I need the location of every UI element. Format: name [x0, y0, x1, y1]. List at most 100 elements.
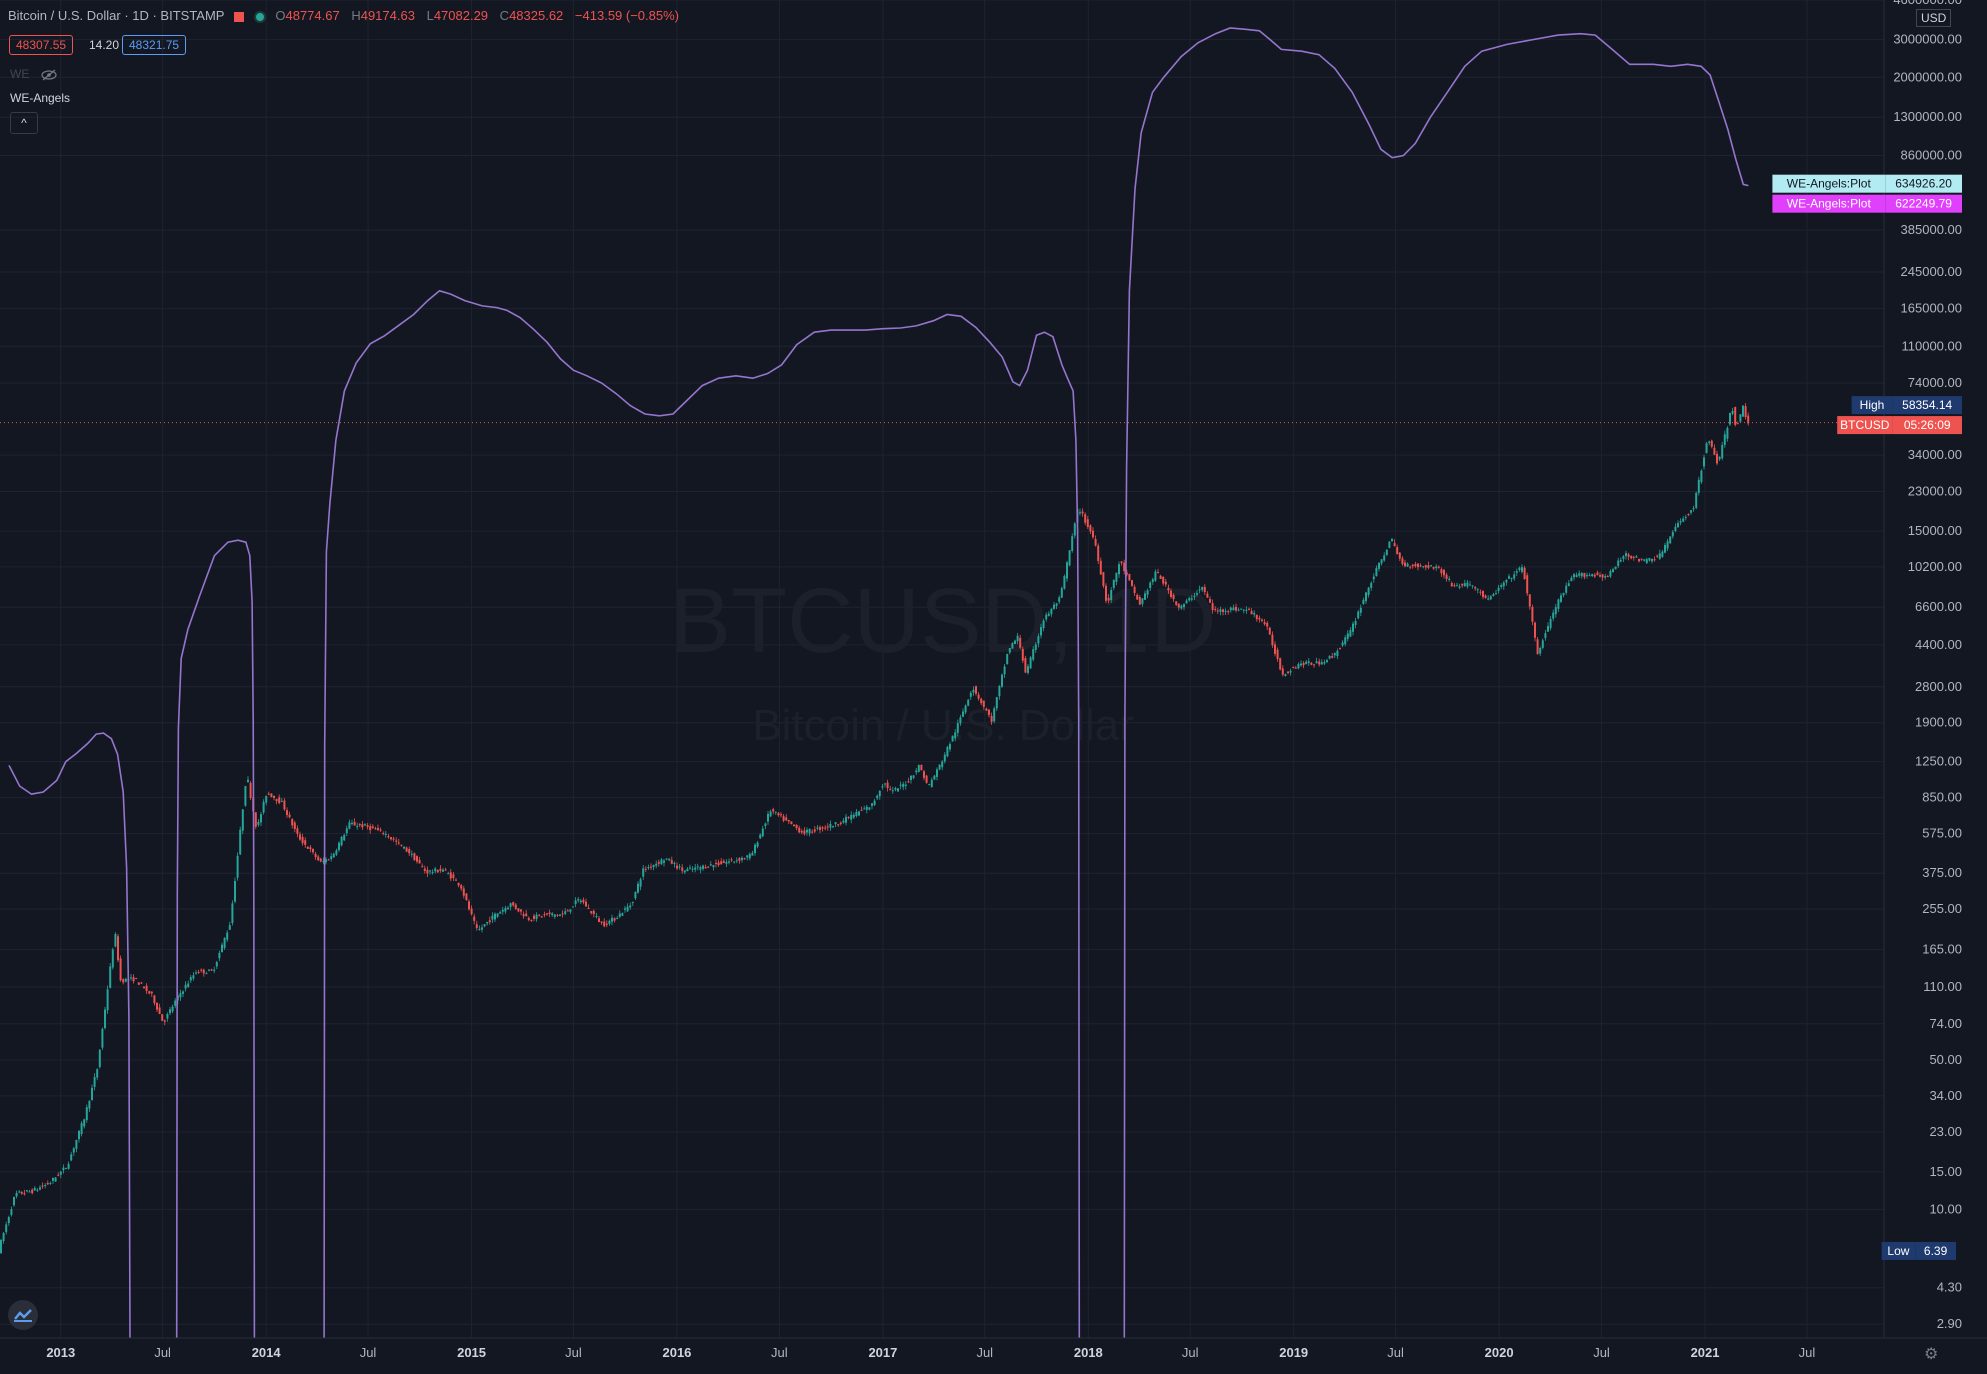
candle-body — [1708, 441, 1711, 444]
candle-body — [694, 867, 697, 870]
y-tick-label: 110000.00 — [1902, 338, 1963, 353]
change-readout: −413.59 (−0.85%) — [574, 8, 679, 23]
candle-body — [832, 826, 834, 828]
candle-body — [1422, 566, 1425, 568]
candle-body — [535, 914, 538, 920]
flag-icon[interactable] — [234, 11, 245, 22]
candle-body — [257, 821, 260, 825]
candle-body — [504, 907, 507, 912]
candle-body — [522, 914, 525, 917]
candle-body — [1045, 614, 1048, 620]
candle-body — [514, 904, 517, 909]
candle-body — [1250, 611, 1253, 615]
candle-body — [621, 913, 624, 916]
candle-body — [1396, 547, 1399, 555]
eye-off-icon[interactable] — [41, 69, 57, 81]
candle-body — [1705, 443, 1708, 453]
indicator-lines — [8, 27, 1749, 1339]
candle-body — [348, 822, 351, 829]
candle-body — [587, 907, 590, 909]
candle-body — [1198, 589, 1201, 591]
candle-body — [925, 775, 928, 783]
candle-body — [1079, 512, 1081, 514]
candle-body — [774, 811, 777, 813]
candle-body — [140, 982, 143, 984]
ask-price-button[interactable]: 48321.75 — [122, 35, 187, 55]
candle-body — [1331, 656, 1334, 658]
candle-body — [1588, 575, 1591, 577]
candle-body — [356, 825, 359, 827]
currency-label[interactable]: USD — [1916, 9, 1952, 27]
candle-body — [969, 692, 972, 697]
candle-body — [1266, 622, 1269, 627]
candle-body — [1107, 597, 1110, 601]
candle-body — [340, 836, 343, 846]
candle-body — [520, 909, 522, 912]
candle-body — [1183, 604, 1185, 608]
candle-body — [205, 973, 208, 975]
candle-body — [1632, 556, 1635, 558]
candle-body — [1526, 575, 1529, 594]
candle-body — [876, 795, 879, 799]
candle-body — [884, 783, 886, 785]
candle-body — [748, 853, 751, 859]
candle-body — [1614, 566, 1617, 570]
candle-body — [1419, 565, 1422, 567]
candle-body — [1554, 607, 1557, 615]
candle-body — [1066, 562, 1068, 579]
candle-body — [332, 853, 335, 858]
candle-body — [938, 764, 941, 770]
indicator-legend-row[interactable]: WE — [10, 67, 57, 81]
candle-body — [403, 846, 405, 849]
candle-body — [629, 905, 632, 908]
y-tick-label: 385000.00 — [1901, 222, 1962, 237]
candle-body — [1528, 594, 1531, 607]
candle-body — [1729, 412, 1731, 425]
candle-body — [1016, 635, 1019, 642]
candle-body — [351, 822, 353, 824]
candle-body — [481, 927, 483, 930]
candle-body — [793, 824, 795, 827]
y-tick-label: 2.90 — [1937, 1316, 1962, 1331]
candle-body — [538, 914, 541, 916]
price-label-we-angels-plot: WE-Angels:Plot 622249.79 — [1772, 194, 1962, 213]
candle-body — [1573, 574, 1575, 578]
candle-body — [559, 914, 561, 917]
symbol-title[interactable]: Bitcoin / U.S. Dollar · 1D · BITSTAMP — [8, 8, 225, 23]
candle-body — [299, 834, 301, 840]
candle-body — [819, 827, 821, 830]
candle-body — [1339, 647, 1341, 649]
candle-body — [917, 765, 920, 772]
bid-price-button[interactable]: 48307.55 — [9, 35, 74, 55]
candle-body — [1235, 606, 1237, 611]
gear-icon[interactable]: ⚙ — [1924, 1346, 1939, 1363]
indicator-name[interactable]: WE-Angels — [10, 91, 71, 105]
collapse-legend-button[interactable]: ^ — [10, 112, 38, 134]
candle-body — [954, 732, 957, 739]
candle-body — [221, 944, 223, 953]
candle-body — [244, 786, 247, 806]
candle-body — [663, 860, 665, 863]
candle-body — [270, 793, 273, 798]
candle-body — [1710, 440, 1713, 447]
tradingview-logo-icon[interactable] — [8, 1300, 38, 1330]
candle-body — [676, 865, 678, 869]
candle-body — [202, 969, 205, 974]
candle-body — [1037, 636, 1040, 644]
candle-body — [1110, 589, 1113, 601]
candle-body — [369, 826, 372, 831]
candle-body — [551, 913, 554, 916]
price-axis[interactable]: 4600000.00 3000000.00 2000000.00 1300000.00… — [1893, 0, 1962, 1331]
candle-body — [78, 1130, 80, 1140]
candle-body — [85, 1107, 88, 1121]
price-label-btcusd: BTCUSD 05:26:09 — [1837, 416, 1962, 435]
candle-body — [371, 826, 374, 829]
candle-body — [1500, 585, 1503, 587]
candle-body — [15, 1192, 18, 1197]
candle-body — [1333, 653, 1336, 656]
candle-body — [1284, 674, 1287, 677]
candle-body — [1583, 572, 1586, 578]
candle-body — [1201, 586, 1204, 590]
time-axis[interactable]: 2013 Jul 2014 Jul 2015 Jul 2016 Jul 2017 Jul 2018 J… — [46, 1345, 1815, 1360]
